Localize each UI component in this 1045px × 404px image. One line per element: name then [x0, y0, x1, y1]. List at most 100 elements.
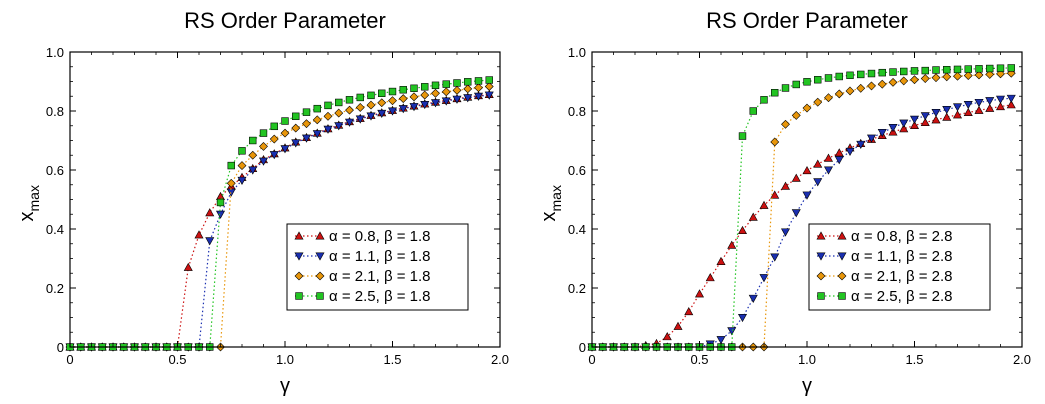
data-point [877, 79, 887, 89]
data-point [258, 157, 269, 166]
data-point [473, 92, 484, 101]
data-point [453, 79, 461, 87]
data-point [227, 161, 235, 170]
legend-marker [294, 231, 304, 240]
data-point [398, 94, 408, 104]
data-point [431, 88, 440, 98]
legend-entry-1: α = 0.8, β = 1.8 [294, 228, 431, 245]
legend-marker [294, 252, 304, 261]
data-point [248, 166, 258, 175]
data-point [474, 77, 483, 85]
legend-entry-4: α = 2.5, β = 2.8 [817, 288, 953, 305]
data-point [748, 294, 758, 303]
data-point [975, 65, 983, 73]
data-point [780, 228, 791, 237]
legend-marker [837, 271, 847, 281]
data-point [269, 151, 279, 160]
data-point [1006, 100, 1016, 109]
y-axis-label: xmax [538, 185, 564, 221]
data-point [366, 112, 376, 121]
data-point [995, 95, 1006, 104]
data-point [770, 190, 780, 199]
data-point [900, 67, 908, 76]
data-point [759, 274, 769, 283]
series-line [70, 85, 490, 348]
x-tick-label: 0 [588, 352, 595, 367]
legend-entry-2: α = 1.1, β = 2.8 [816, 248, 953, 265]
data-point [335, 98, 343, 107]
y-tick-label: 0.6 [46, 163, 64, 178]
data-point [792, 80, 800, 89]
data-point [291, 123, 301, 133]
legend-marker [837, 231, 847, 240]
data-point [921, 66, 929, 75]
data-point [770, 137, 780, 147]
data-point [920, 112, 930, 121]
data-point [824, 74, 833, 82]
y-tick-label: 0 [57, 340, 64, 355]
legend-label: α = 2.5, β = 2.8 [851, 288, 953, 305]
legend-label: α = 2.5, β = 1.8 [329, 288, 431, 305]
data-point [867, 69, 876, 78]
data-point [716, 336, 726, 345]
data-point [409, 103, 419, 112]
data-point [237, 161, 247, 170]
data-point [856, 140, 866, 149]
data-point [312, 130, 322, 139]
chart-title: RS Order Parameter [184, 8, 386, 33]
legend-marker [816, 231, 826, 240]
chart-left-svg: RS Order Parameter 0 0.5 1.0 1.5 2.0 0 0.2 0.4 0.… [16, 8, 509, 397]
data-point [727, 240, 737, 249]
data-point [270, 122, 278, 131]
data-point [280, 145, 290, 154]
data-point [366, 100, 376, 110]
y-tick-label: 1.0 [568, 45, 586, 60]
y-tick-label: 0 [579, 340, 586, 355]
data-point [932, 66, 940, 74]
y-tick-label: 0.8 [46, 104, 64, 119]
y-tick-label: 0.6 [568, 163, 586, 178]
chart-left: RS Order Parameter 0 0.5 1.0 1.5 2.0 0 0.2 0.4 0.… [0, 0, 522, 404]
y-axis: 0 0.2 0.4 0.6 0.8 1.0 [46, 45, 500, 355]
data-point [834, 148, 844, 157]
series-line [70, 79, 490, 348]
data-point [301, 134, 312, 143]
x-axis: 0 0.5 1.0 1.5 2.0 [588, 52, 1031, 367]
data-point [964, 65, 972, 73]
data-point [302, 108, 311, 116]
data-point [716, 256, 726, 265]
legend-entry-3: α = 2.1, β = 1.8 [294, 268, 431, 285]
data-point [813, 178, 823, 187]
data-point [323, 111, 333, 121]
data-point [963, 71, 973, 81]
data-point [226, 178, 236, 188]
data-point [345, 105, 354, 115]
legend-label: α = 2.1, β = 2.8 [851, 268, 953, 285]
data-point [248, 150, 258, 160]
data-point [814, 76, 822, 84]
data-point [996, 64, 1005, 72]
data-point [877, 129, 887, 138]
data-point [280, 128, 290, 138]
legend-label: α = 1.1, β = 2.8 [851, 248, 953, 265]
data-point [291, 139, 301, 148]
data-point [985, 69, 995, 79]
data-point [205, 237, 215, 246]
data-point [313, 104, 321, 113]
chart-right-svg: RS Order Parameter 0 0.5 1.0 1.5 2.0 0 0.2 0.4 0.… [538, 8, 1031, 397]
data-point [920, 74, 930, 83]
x-axis-label: γ [280, 375, 290, 397]
data-point [216, 198, 225, 207]
data-point [281, 117, 289, 125]
data-point [398, 105, 408, 114]
data-point [791, 173, 801, 182]
legend-entry-4: α = 2.5, β = 1.8 [295, 288, 431, 305]
data-point [452, 95, 462, 104]
data-point [931, 73, 941, 83]
series-line [592, 97, 1012, 348]
data-point [845, 86, 855, 96]
legend-marker [817, 292, 825, 300]
x-tick-label: 0.5 [690, 352, 708, 367]
data-point [813, 97, 823, 107]
data-point [441, 97, 451, 106]
